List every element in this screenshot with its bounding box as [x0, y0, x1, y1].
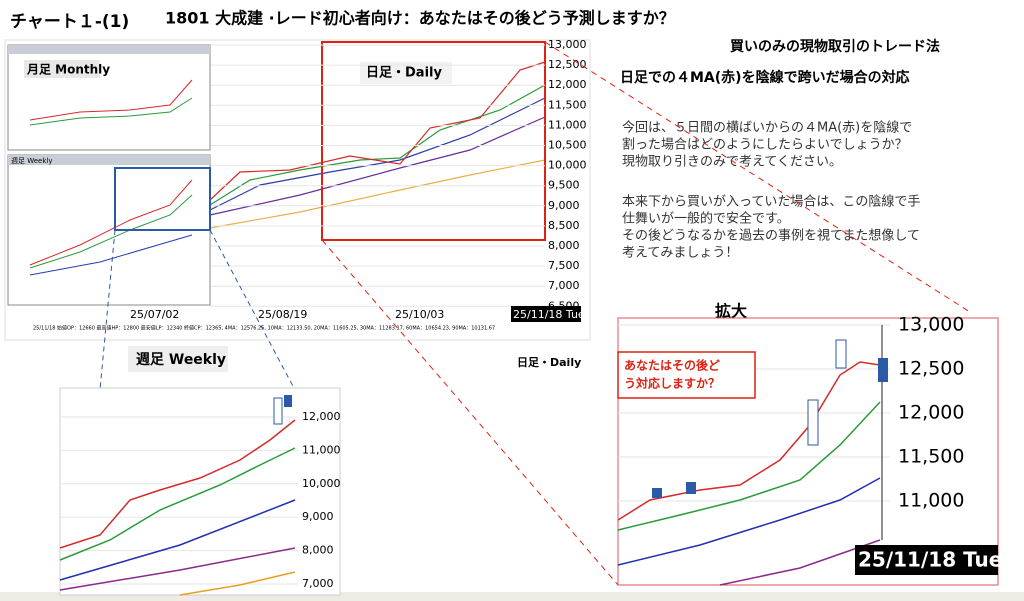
ma-line [617, 477, 881, 566]
paragraph: 今回は、５日間の横ばいからの４MA(赤)を陰線で割った場合はどのようにしたらよい… [622, 120, 920, 261]
inset-header [8, 45, 210, 54]
title: 1801 大成建 ·レード初心者向け：あなたはその後どう予測しますか？ [165, 9, 675, 28]
y-tick-label: 13,000 [548, 38, 587, 51]
ma-line [29, 234, 193, 276]
candle [835, 339, 847, 369]
ma-line [59, 419, 296, 549]
y-axis: 12,000 11,000 10,000 9,000 8,000 7,000 [60, 410, 341, 590]
y-tick-label: 11,500 [548, 98, 587, 111]
weekly-box [114, 167, 211, 231]
x-tick-label: 25/07/02 [130, 308, 179, 321]
last-date: 25/11/18 Tue [513, 308, 585, 321]
y-tick-label: 10,000 [302, 477, 341, 490]
label-bg [360, 62, 452, 84]
candle [652, 488, 662, 498]
y-tick-label: 9,500 [548, 179, 580, 192]
ma-line [209, 116, 546, 216]
candle [686, 482, 696, 494]
connector [209, 229, 296, 391]
info-line: 25/11/18 始値OP：12660 最高値HP：12800 最安値LP：12… [33, 325, 495, 332]
ma-line [209, 84, 546, 206]
ma-line [209, 61, 546, 201]
paragraph-line: 今回は、５日間の横ばいからの４MA(赤)を陰線で [622, 120, 912, 136]
y-tick-label: 10,500 [548, 139, 587, 152]
candle [807, 399, 819, 446]
paragraph-line: 現物取り引きのみで考えてください。 [622, 155, 842, 170]
label-bg [24, 60, 100, 78]
paragraph-line: 本来下から買いが入っていた場合は、この陰線で手 [622, 194, 920, 210]
last-date: 25/11/18 Tue [858, 548, 1002, 572]
y-tick-label: 7,500 [548, 259, 580, 272]
zoom-title: 拡大 [715, 302, 747, 321]
daily-label: 日足・Daily [517, 356, 581, 369]
y-tick-label: 11,000 [302, 443, 341, 456]
inset-label: 週足 Weekly [11, 156, 53, 165]
paragraph-line: 割った場合はどのようにしたらよいでしょうか？ [622, 137, 908, 153]
y-tick-label: 8,000 [302, 544, 334, 557]
y-tick-label: 10,000 [548, 159, 587, 172]
x-tick-label: 25/08/19 [258, 308, 307, 321]
paragraph-line: 考えてみましょう！ [622, 246, 738, 261]
daily-box [321, 41, 546, 241]
weekly-zoom-chart [59, 387, 341, 596]
ma-line [719, 539, 881, 586]
weekly-zoom-label: 週足 Weekly [136, 352, 226, 368]
connector [321, 239, 619, 586]
callout [617, 351, 756, 399]
y-tick-label: 8,500 [548, 219, 580, 232]
date-bg [855, 545, 998, 575]
ma-line [59, 547, 296, 591]
y-tick-label: 9,000 [302, 510, 334, 523]
ma-line [29, 79, 193, 121]
x-tick-label: 25/10/03 [395, 308, 444, 321]
y-tick-label: 8,000 [548, 239, 580, 252]
candle [878, 358, 888, 382]
candle [273, 397, 283, 425]
y-tick-label: 13,000 [898, 314, 964, 336]
heading: 買いのみの現物取引のトレード法 [730, 38, 940, 55]
label-bg [128, 346, 228, 372]
y-tick-label: 12,000 [898, 402, 964, 424]
y-tick-label: 9,000 [548, 199, 580, 212]
date-bg [511, 306, 581, 322]
ma-line [59, 499, 296, 581]
ma-line [209, 159, 546, 229]
candle [284, 395, 292, 407]
y-tick-label: 12,500 [548, 58, 587, 71]
y-tick-label: 12,000 [548, 78, 587, 91]
y-axis: 13,000 12,500 12,000 11,500 11,000 10,500 10,0… [210, 38, 587, 312]
y-tick-label: 12,000 [302, 410, 341, 423]
y-tick-label: 11,000 [898, 490, 964, 512]
ma-line [59, 447, 296, 561]
callout-text: う対応しますか？ [624, 376, 720, 391]
ma-line [29, 179, 193, 266]
inset-label: 月足 Monthly [26, 63, 110, 77]
heading: 日足での４MA(赤)を陰線で跨いだ場合の対応 [620, 69, 910, 86]
paragraph-line: その後どうなるかを過去の事例を視てまた想像して [622, 228, 920, 244]
ma-line [617, 361, 881, 521]
callout-text: あなたはその後ど [624, 358, 720, 373]
ma-line [179, 571, 296, 596]
bottom-strip [0, 592, 1024, 601]
y-tick-label: 11,000 [548, 118, 587, 131]
paragraph-line: 仕舞いが一般的で安全です。 [622, 211, 790, 227]
y-tick-label: 7,000 [548, 279, 580, 292]
y-tick-label: 11,500 [898, 446, 964, 468]
box-label: 日足・Daily [366, 66, 442, 81]
inset-header [8, 155, 210, 165]
chart-no: チャート１-(1) [10, 12, 129, 32]
ma-line [617, 401, 881, 531]
y-tick-label: 12,500 [898, 358, 964, 380]
y-tick-label: 7,000 [302, 577, 334, 590]
connector [544, 41, 971, 313]
ma-line [29, 97, 193, 126]
